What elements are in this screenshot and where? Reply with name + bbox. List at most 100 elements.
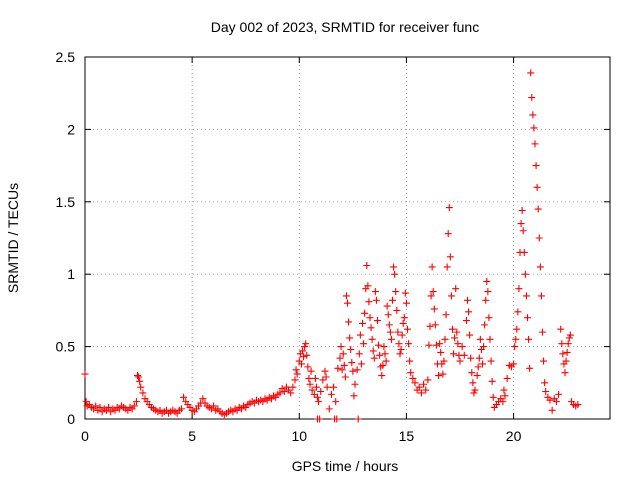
data-point (464, 296, 471, 304)
data-point (565, 334, 573, 342)
y-tick-label: 1 (67, 266, 75, 282)
data-point (531, 140, 539, 148)
data-point (199, 395, 207, 403)
data-point (368, 335, 376, 343)
data-point (424, 376, 432, 384)
data-point (356, 331, 364, 339)
data-point (378, 372, 386, 380)
data-point (105, 403, 113, 411)
data-point (336, 354, 344, 362)
data-point (574, 401, 582, 409)
data-point (429, 288, 437, 296)
data-point (562, 357, 570, 365)
data-point (96, 403, 104, 411)
data-point (482, 296, 490, 304)
data-point (387, 335, 395, 343)
data-point (308, 386, 316, 394)
data-point (536, 263, 544, 271)
data-point (350, 392, 358, 400)
data-point (518, 206, 526, 214)
data-point (363, 262, 371, 270)
data-point (135, 373, 143, 381)
data-point (327, 390, 335, 398)
data-point (332, 398, 340, 406)
data-point (389, 296, 396, 304)
data-point (563, 348, 571, 356)
data-point (422, 386, 430, 394)
data-point (383, 302, 391, 310)
data-point (535, 234, 543, 242)
data-point (334, 364, 342, 372)
data-point (447, 292, 455, 300)
data-point (376, 351, 384, 359)
data-point (425, 341, 433, 349)
data-point (394, 328, 402, 336)
data-point (527, 69, 535, 77)
data-point (276, 389, 284, 397)
x-tick-label: 10 (291, 428, 307, 444)
data-point (541, 379, 549, 387)
data-point (525, 335, 533, 343)
data-point (297, 360, 305, 368)
data-point (305, 374, 313, 382)
data-point (397, 345, 405, 353)
data-point (440, 357, 448, 365)
data-point (454, 340, 462, 348)
data-point (380, 343, 388, 351)
data-point (210, 402, 218, 410)
data-point (539, 328, 546, 336)
data-point (325, 405, 333, 413)
data-point (515, 285, 523, 293)
data-point (430, 305, 438, 313)
data-point (552, 398, 560, 406)
data-point (338, 366, 346, 374)
data-point (537, 292, 545, 300)
data-point (473, 372, 481, 380)
data-point (393, 306, 401, 314)
data-point (445, 204, 453, 212)
y-tick-label: 2.5 (56, 49, 76, 65)
x-axis-label: GPS time / hours (292, 458, 399, 474)
data-point (382, 357, 390, 365)
data-point (503, 374, 511, 382)
data-point (134, 372, 141, 380)
data-point (391, 270, 399, 278)
data-point (513, 325, 521, 333)
data-point (566, 331, 574, 339)
data-point (415, 383, 423, 391)
y-tick-label: 0.5 (56, 339, 76, 355)
data-point (561, 369, 569, 377)
data-point (487, 357, 495, 365)
data-point (526, 364, 534, 372)
data-point (348, 359, 356, 367)
data-point (355, 350, 363, 358)
data-point (468, 369, 476, 377)
data-point (426, 322, 434, 330)
data-point (540, 357, 548, 365)
data-point (357, 360, 365, 368)
data-point (528, 94, 536, 102)
data-point (484, 288, 492, 296)
data-point (347, 345, 355, 353)
data-point (564, 340, 572, 348)
data-point (517, 220, 525, 228)
y-tick-label: 2 (67, 121, 75, 137)
data-point (524, 314, 531, 322)
y-tick-label: 0 (67, 411, 75, 427)
data-point (417, 389, 425, 397)
data-point (381, 350, 389, 358)
data-point (364, 282, 372, 290)
data-point (345, 318, 353, 326)
data-point (453, 328, 461, 336)
data-point (405, 340, 413, 348)
data-point (479, 360, 486, 368)
data-point (317, 387, 325, 395)
data-point (385, 321, 393, 329)
data-point (435, 372, 443, 380)
x-tick-label: 20 (506, 428, 522, 444)
data-point (137, 383, 145, 391)
data-point (177, 405, 185, 413)
data-point (319, 376, 327, 384)
data-point (486, 335, 494, 343)
data-point (333, 415, 341, 423)
